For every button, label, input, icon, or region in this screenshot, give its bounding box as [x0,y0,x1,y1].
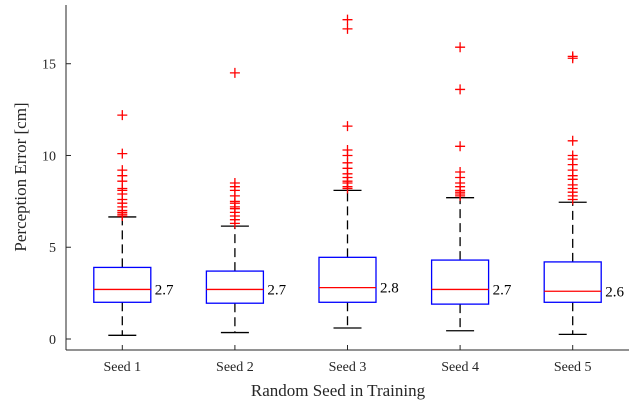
outlier-point [567,150,578,161]
x-tick-label: Seed 4 [441,360,479,375]
median-value-label: 2.6 [605,284,624,300]
outlier-point [117,165,128,176]
x-axis-label: Random Seed in Training [251,381,426,400]
outlier-point [455,166,466,177]
iqr-box [318,256,377,303]
outlier-point [117,148,128,159]
median-value-label: 2.7 [155,282,174,298]
y-tick-label: 15 [42,58,56,73]
median-value-label: 2.7 [267,282,286,298]
outlier-point [229,178,240,189]
median-value-label: 2.7 [493,282,512,298]
outlier-point [455,42,466,53]
y-tick-label: 5 [49,241,56,256]
axis-elements: 0 5 10 15 Seed 1 Seed 2 Seed 3 Seed 4 Seed 5 [42,5,629,375]
outlier-point [567,135,578,146]
box-group-3: 2.8 [318,14,399,329]
iqr-box [543,261,602,303]
y-axis-label: Perception Error [cm] [11,102,30,251]
iqr-box [430,259,490,305]
outlier-point [567,51,578,62]
x-tick-label: Seed 5 [554,360,592,375]
box-group-1: 2.7 [93,110,174,336]
outlier-point [342,14,353,25]
box-group-4: 2.7 [430,42,512,332]
box-group-2: 2.7 [205,67,287,334]
outlier-point [455,84,466,95]
outlier-point [342,121,353,132]
outlier-point [455,141,466,152]
outlier-point [342,23,353,34]
box-group-5: 2.6 [543,51,624,336]
outlier-point [229,67,240,78]
x-tick-label: Seed 3 [329,360,367,375]
outlier-point [342,144,353,155]
iqr-box [93,266,152,303]
y-tick-label: 0 [49,333,56,348]
median-value-label: 2.8 [380,281,399,297]
plot-elements: 2.7 2.7 2.8 2.7 2.6 [93,14,624,336]
x-tick-label: Seed 1 [103,360,141,375]
y-tick-label: 10 [42,149,56,164]
iqr-box [205,270,265,304]
x-tick-label: Seed 2 [216,360,254,375]
outlier-point [117,110,128,121]
